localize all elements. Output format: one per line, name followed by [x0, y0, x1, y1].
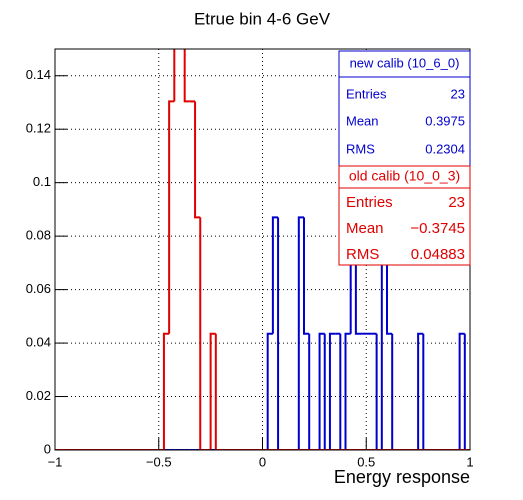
y-tick-label: 0	[44, 441, 51, 456]
y-tick-label: 0.02	[26, 388, 51, 403]
histogram-bin	[277, 217, 284, 450]
stat-name: Entries	[346, 194, 393, 211]
stat-name: Mean	[346, 220, 384, 237]
x-tick-label: 1	[466, 454, 473, 469]
x-tick-label: −1	[48, 454, 63, 469]
histogram-bin	[183, 49, 190, 103]
stat-boxes: new calib (10_6_0) Entries 23 Mean 0.3975 RMS…	[338, 50, 471, 266]
stat-name: RMS	[346, 246, 379, 263]
histogram-bin	[422, 333, 429, 450]
histogram-bin	[339, 333, 346, 450]
histogram-bin	[266, 332, 273, 450]
axes: 0 0.02 0.04 0.06 0.08 0.1 0.12 0.14 −1 −0.5 0 0.5 1	[26, 67, 474, 469]
legend-label: old calib (10_0_3)	[349, 168, 460, 184]
histogram-bin	[199, 217, 206, 450]
x-axis-label: Energy response	[334, 467, 470, 487]
stat-box	[338, 50, 471, 169]
histogram-bin	[417, 332, 424, 450]
histogram-bin	[297, 216, 304, 450]
stat-name: Mean	[346, 113, 379, 128]
histogram-bin	[214, 333, 221, 450]
x-tick-label: −0.5	[146, 454, 172, 469]
stat-value: 23	[451, 86, 465, 101]
histogram-bin	[375, 333, 382, 450]
stat-value: 0.04883	[411, 246, 465, 263]
histogram-bin	[209, 332, 216, 450]
stat-value: −0.3745	[410, 220, 465, 237]
y-tick-label: 0.04	[26, 335, 51, 350]
histogram-bin	[308, 333, 315, 450]
stat-value: 0.3975	[425, 113, 465, 128]
x-tick-label: 0	[259, 454, 266, 469]
histogram-bin	[271, 216, 279, 334]
histogram-bin	[303, 217, 310, 335]
stat-box	[338, 165, 471, 266]
legend-label: new calib (10_6_0)	[350, 55, 460, 70]
y-tick-label: 0.1	[33, 174, 51, 189]
histogram-bin	[194, 101, 201, 219]
histogram-bin	[318, 332, 325, 450]
histogram-bin	[168, 100, 175, 334]
histogram-bin	[463, 333, 470, 450]
stat-name: RMS	[346, 141, 375, 156]
stat-value: 0.2304	[425, 141, 465, 156]
y-tick-label: 0.12	[26, 121, 51, 136]
stat-name: Entries	[346, 86, 387, 101]
histogram-bin	[458, 332, 465, 450]
chart-title: Etrue bin 4-6 GeV	[194, 9, 331, 28]
y-tick-label: 0.08	[26, 228, 51, 243]
y-tick-label: 0.06	[26, 281, 51, 296]
plot-area	[55, 49, 470, 450]
histogram-bin	[344, 332, 351, 450]
y-tick-label: 0.14	[26, 67, 51, 82]
x-tick-label: 0.5	[357, 454, 375, 469]
histogram-bin	[391, 333, 398, 450]
stat-value: 23	[448, 194, 465, 211]
histogram-bin	[323, 333, 330, 450]
histogram-bin	[162, 332, 170, 450]
histogram-bin	[328, 332, 336, 450]
